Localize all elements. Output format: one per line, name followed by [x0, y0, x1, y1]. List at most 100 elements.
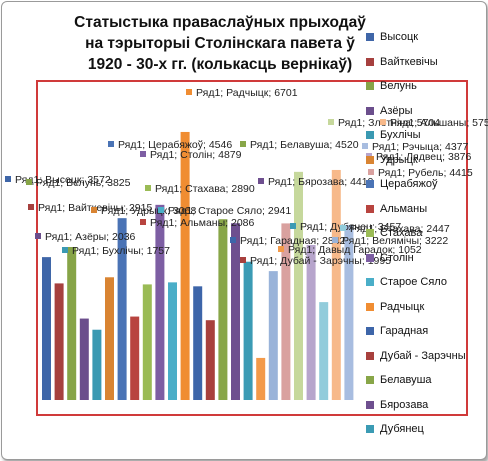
legend-item: Велунь	[366, 79, 417, 93]
bar-15	[218, 219, 228, 400]
data-label-3: Ряд1; Велунь; 3825	[26, 177, 131, 189]
data-label-text-24: Ряд1; Альшаны; 5751	[390, 117, 488, 129]
legend-label: Стахава	[380, 227, 423, 239]
legend-item: Вайткевічы	[366, 55, 438, 69]
legend-swatch	[366, 131, 374, 139]
plot-area-border	[36, 80, 468, 416]
data-label-text-12: Ряд1; Радчыцк; 6701	[196, 87, 298, 99]
legend-swatch	[366, 351, 374, 360]
data-label-11: Ряд1; Старое Сяло; 2941	[158, 205, 291, 217]
legend-label: Велунь	[380, 80, 417, 92]
legend-item: Старое Сяло	[366, 275, 447, 289]
data-label-20: Ряд1; Рубель; 4415	[368, 167, 473, 179]
legend-item: Радчыцк	[366, 300, 424, 314]
data-label-text-22: Ряд1; Лядвец; 3876	[376, 151, 472, 163]
data-label-key-25	[362, 143, 368, 149]
data-label-6: Ряд1; Удрыцк; 3068	[91, 205, 196, 217]
data-label-16: Ряд1; Бярозава; 4419	[258, 176, 374, 188]
bar-6	[105, 277, 114, 400]
data-label-text-11: Ряд1; Старое Сяло; 2941	[168, 205, 291, 217]
data-label-key-17	[290, 223, 296, 229]
data-label-10: Ряд1; Столін; 4879	[140, 149, 242, 161]
legend-swatch	[366, 278, 374, 286]
data-label-key-14	[240, 257, 246, 263]
data-label-key-19	[332, 237, 338, 243]
data-label-13: Ряд1; Гарадная; 2842	[230, 235, 346, 247]
legend-label: Бярозава	[380, 398, 429, 411]
data-label-23: Ряд1; Стахава; 2447	[340, 223, 450, 235]
data-label-text-3: Ряд1; Велунь; 3825	[36, 177, 131, 189]
data-label-text-17: Ряд1; Дубянец; 3457	[300, 221, 401, 233]
legend-swatch	[366, 33, 374, 41]
legend-swatch	[366, 425, 374, 433]
data-label-text-7: Ряд1; Церабяжоў; 4546	[118, 139, 232, 151]
data-label-9: Ряд1; Стахава; 2890	[145, 183, 255, 195]
data-label-text-14: Ряд1; Дубай - Зарэчны; 1995	[250, 255, 391, 267]
data-label-17: Ряд1; Дубянец; 3457	[290, 221, 401, 233]
data-label-key-4	[35, 233, 41, 239]
legend-label: Дубянец	[380, 423, 424, 435]
chart-title: Статыстыка праваслаўных прыходаў на тэры…	[74, 14, 366, 73]
legend-swatch	[366, 82, 374, 90]
data-label-text-6: Ряд1; Удрыцк; 3068	[101, 205, 196, 217]
data-label-key-20	[368, 169, 374, 175]
bar-9	[142, 284, 152, 400]
bar-25	[344, 224, 354, 400]
legend-item: Бярозава	[366, 398, 428, 412]
data-label-5: Ряд1; Бухлічы; 1757	[62, 245, 170, 257]
bar-8	[130, 316, 140, 400]
legend-swatch	[366, 180, 374, 188]
legend-item: Дубай - Зарэчны	[366, 349, 466, 363]
legend-item: Удрыцк	[366, 153, 418, 167]
data-label-text-19: Ряд1; Велямічы; 3222	[342, 235, 448, 247]
data-label-key-13	[230, 237, 236, 243]
data-label-key-15	[240, 141, 246, 147]
data-label-text-25: Ряд1; Рэчыца; 4377	[372, 141, 468, 153]
data-label-key-7	[108, 141, 114, 147]
legend-item: Стахава	[366, 226, 422, 240]
data-label-18: Ряд1; Давыд Гарадок; 1052	[278, 244, 422, 256]
legend-label: Белавуша	[380, 374, 432, 386]
legend-label: Гарадная	[380, 325, 429, 337]
data-label-text-21: Ряд1; Злотніна; 5704	[338, 117, 440, 129]
data-label-key-23	[340, 225, 346, 231]
data-label-text-18: Ряд1; Давыд Гарадок; 1052	[288, 244, 422, 256]
data-label-24: Ряд1; Альшаны; 5751	[380, 117, 488, 129]
legend-item: Альманы	[366, 202, 427, 216]
data-label-key-12	[186, 89, 192, 95]
legend-item: Белавуша	[366, 373, 432, 387]
legend-label: Столін	[380, 251, 414, 264]
data-label-key-9	[145, 185, 151, 191]
legend-label: Вайткевічы	[380, 55, 438, 68]
data-label-4: Ряд1; Азёры; 2036	[35, 231, 136, 243]
data-label-text-13: Ряд1; Гарадная; 2842	[240, 235, 346, 247]
data-label-1: Ряд1; Высоцк; 3572	[5, 174, 111, 186]
data-label-key-16	[258, 178, 264, 184]
legend-label: Азёры	[380, 104, 413, 117]
legend-item: Дубянец	[366, 422, 424, 436]
legend-label: Альманы	[380, 202, 428, 215]
legend-item: Гарадная	[366, 324, 428, 338]
legend-swatch	[366, 327, 374, 335]
data-label-21: Ряд1; Злотніна; 5704	[328, 117, 440, 129]
bar-17	[243, 261, 253, 400]
bar-12	[180, 131, 190, 400]
bar-3	[67, 247, 77, 400]
data-label-19: Ряд1; Велямічы; 3222	[332, 235, 448, 247]
data-label-text-9: Ряд1; Стахава; 2890	[155, 183, 255, 195]
data-label-key-6	[91, 207, 97, 213]
bar-16	[231, 223, 240, 400]
legend-label: Дубай - Зарэчны	[380, 349, 466, 362]
legend-swatch	[366, 302, 374, 311]
data-label-key-21	[328, 119, 334, 125]
data-label-text-15: Ряд1; Белавуша; 4520	[250, 139, 359, 151]
data-label-key-18	[278, 246, 284, 252]
bar-7	[117, 218, 127, 400]
data-label-14: Ряд1; Дубай - Зарэчны; 1995	[240, 255, 391, 267]
legend-item: Бухлічы	[366, 128, 420, 142]
bar-22	[306, 244, 316, 400]
data-label-7: Ряд1; Церабяжоў; 4546	[108, 139, 232, 151]
data-label-text-20: Ряд1; Рубель; 4415	[378, 167, 473, 179]
bar-20	[281, 223, 291, 400]
